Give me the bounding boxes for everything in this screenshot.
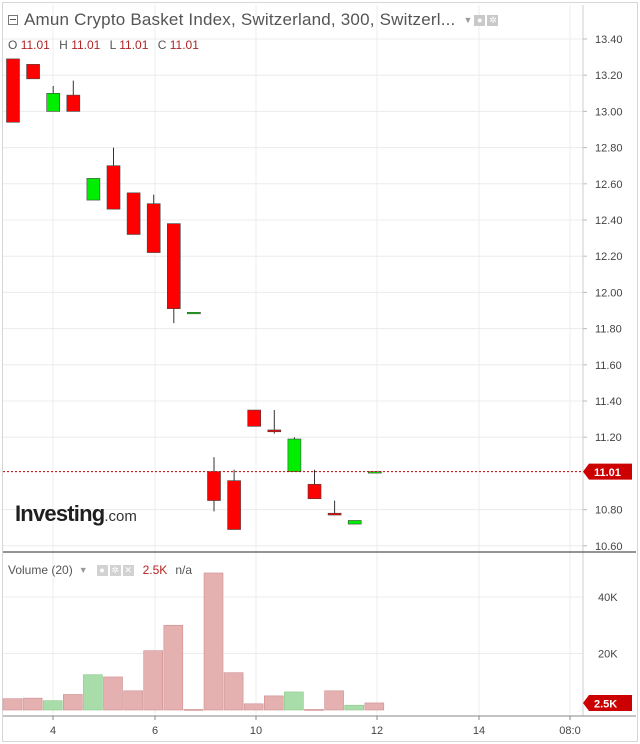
volume-bar: [284, 691, 304, 711]
volume-tick-label: 40K: [598, 592, 618, 604]
time-tick-label: 12: [371, 725, 383, 737]
price-tick-label: 11.80: [595, 324, 622, 336]
high-label: H: [59, 38, 68, 52]
volume-gear-icon[interactable]: ✲: [109, 564, 121, 576]
candle-body: [6, 58, 20, 123]
last-price-badge-label: 11.01: [594, 467, 621, 479]
candlesticks: [6, 58, 382, 530]
volume-eye-icon[interactable]: ●: [96, 564, 108, 576]
time-tick-label: 4: [50, 725, 56, 737]
price-tick-label: 10.80: [595, 505, 623, 517]
axis-badges: 11.01 2.5K: [583, 463, 632, 711]
price-tick-label: 13.20: [595, 70, 623, 82]
candle-body: [86, 178, 101, 201]
chevron-down-icon[interactable]: ▼: [463, 15, 473, 25]
candle-body: [26, 64, 40, 80]
investing-logo: Investing.com: [15, 501, 137, 527]
price-tick-label: 12.20: [595, 251, 623, 263]
last-volume-badge: [583, 694, 632, 711]
logo-suffix: .com: [104, 508, 137, 525]
price-tick-label: 10.60: [595, 541, 623, 553]
candle-body: [46, 93, 61, 112]
high-value: 11.01: [71, 38, 101, 52]
price-tick-label: 12.80: [595, 143, 623, 155]
open-value: 11.01: [20, 38, 50, 52]
volume-bar: [183, 709, 204, 711]
volume-bar: [203, 572, 224, 711]
volume-bar: [103, 676, 123, 711]
low-label: L: [109, 38, 116, 52]
volume-bar: [22, 697, 43, 711]
chart-title: Amun Crypto Basket Index, Switzerland, 3…: [24, 10, 456, 29]
volume-bar: [223, 672, 244, 711]
volume-bar: [344, 704, 365, 711]
grid-lines: [3, 5, 583, 716]
candle-body: [267, 429, 282, 433]
ohlc-legend: O 11.01 H 11.01 L 11.01 C 11.01: [8, 38, 205, 52]
volume-bar: [143, 650, 163, 711]
volume-bar: [42, 700, 63, 711]
time-axis[interactable]: 4 6 10 12 14 08:0: [50, 716, 581, 737]
candle-body: [146, 203, 161, 253]
candle-body: [66, 94, 81, 112]
chart-header: Amun Crypto Basket Index, Switzerland, 3…: [8, 10, 499, 30]
price-tick-label: 12.60: [595, 179, 623, 191]
close-label: C: [157, 38, 167, 52]
candle-body: [247, 409, 261, 427]
volume-value: 2.5K: [142, 563, 168, 577]
volume-bar: [62, 694, 83, 711]
price-tick-label: 12.40: [595, 215, 623, 227]
candle-body: [126, 192, 141, 235]
candle-body: [207, 471, 221, 501]
close-value: 11.01: [169, 38, 199, 52]
volume-bar: [163, 624, 184, 711]
candle-body: [327, 512, 342, 516]
candle-body: [367, 471, 382, 474]
time-tick-label: 10: [250, 725, 262, 737]
time-tick-label: 08:0: [559, 725, 580, 737]
open-label: O: [8, 38, 18, 52]
price-axis[interactable]: 13.40 13.20 13.00 12.80 12.60 12.40 12.20 12.00…: [583, 34, 623, 553]
volume-bars: [2, 572, 385, 711]
volume-close-icon[interactable]: ✕: [122, 564, 134, 576]
logo-main: Investing: [15, 501, 105, 526]
last-price-badge: [583, 463, 632, 480]
gear-icon[interactable]: ✲: [487, 14, 499, 26]
price-tick-label: 13.00: [595, 106, 623, 118]
candle-body: [287, 438, 302, 472]
volume-bar: [364, 702, 385, 711]
volume-bar: [324, 690, 344, 711]
price-tick-label: 12.00: [595, 287, 623, 299]
collapse-icon[interactable]: [8, 15, 18, 25]
volume-chevron-down-icon[interactable]: ▼: [78, 565, 88, 575]
volume-bar: [123, 690, 143, 711]
eye-icon[interactable]: ●: [474, 14, 486, 26]
price-tick-label: 11.40: [595, 396, 622, 408]
candle-body: [106, 165, 121, 210]
time-tick-label: 14: [473, 725, 485, 737]
volume-bar: [304, 709, 324, 711]
volume-bar: [243, 703, 264, 711]
volume-tick-label: 20K: [598, 649, 618, 661]
volume-na: n/a: [175, 563, 192, 577]
volume-header: Volume (20) ▼ ● ✲ ✕ 2.5K n/a: [8, 563, 192, 577]
candle-body: [227, 480, 241, 530]
price-tick-label: 13.40: [595, 34, 623, 46]
volume-axis[interactable]: 40K 20K: [598, 592, 618, 661]
price-tick-label: 11.20: [595, 432, 622, 444]
candle-body: [167, 223, 181, 309]
time-tick-label: 6: [152, 725, 158, 737]
volume-bar: [2, 698, 23, 711]
last-volume-badge-label: 2.5K: [594, 698, 617, 710]
candle-body: [307, 483, 322, 500]
volume-bar: [263, 695, 284, 711]
candle-body: [347, 520, 362, 525]
volume-label: Volume (20): [8, 563, 73, 577]
volume-bar: [83, 674, 103, 711]
price-tick-label: 11.60: [595, 360, 622, 372]
low-value: 11.01: [119, 38, 149, 52]
candle-body: [187, 312, 201, 315]
